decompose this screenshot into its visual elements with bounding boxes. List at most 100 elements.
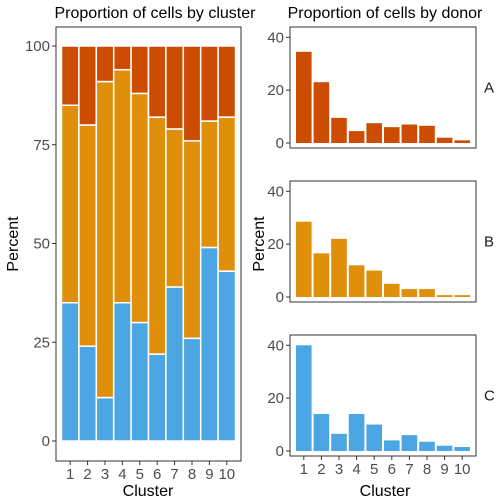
donor-bar xyxy=(401,435,418,451)
donor-bar xyxy=(401,124,418,143)
stacked-bar-segment xyxy=(217,45,237,118)
stacked-bar-segment xyxy=(112,302,132,442)
stacked-bar-segment xyxy=(199,120,219,249)
y-tick-label: 0 xyxy=(276,289,284,306)
donor-bar xyxy=(331,117,347,143)
donor-panel-B: 0 20 40 B xyxy=(267,180,494,306)
y-tick-label: 20 xyxy=(267,390,284,407)
x-tick-label: 4 xyxy=(118,466,126,483)
donor-bar xyxy=(348,265,365,297)
donor-strip-label: C xyxy=(484,388,495,405)
y-tick-label: 0 xyxy=(42,433,50,450)
stacked-bar-segment xyxy=(60,302,80,442)
donor-panel-border xyxy=(289,26,477,149)
donor-bar xyxy=(454,140,470,143)
donor-x-axis-title: Cluster xyxy=(360,483,411,500)
y-tick-label: 0 xyxy=(276,135,284,152)
x-tick-label: 7 xyxy=(170,466,178,483)
x-tick-label: 6 xyxy=(153,466,161,483)
stacked-bar-segment xyxy=(165,286,185,442)
cluster-chart: Proportion of cells by cluster 025507510… xyxy=(5,5,256,500)
stacked-bar-segment xyxy=(112,45,132,71)
donor-bar xyxy=(331,433,347,451)
x-tick-label: 6 xyxy=(388,461,396,478)
x-tick-label: 2 xyxy=(317,461,325,478)
donor-bar xyxy=(436,137,453,143)
y-tick-label: 40 xyxy=(267,29,284,46)
stacked-bar-segment xyxy=(130,92,150,324)
donor-bar xyxy=(454,447,470,451)
stacked-bar-segment xyxy=(217,116,237,272)
y-tick-label: 20 xyxy=(267,82,284,99)
donor-bar xyxy=(454,295,470,297)
x-tick-label: 10 xyxy=(454,461,471,478)
y-tick-label: 100 xyxy=(25,38,50,55)
donor-bar xyxy=(384,127,400,143)
y-tick-label: 40 xyxy=(267,337,284,354)
donor-bar xyxy=(331,238,347,297)
x-tick-label: 8 xyxy=(188,466,196,483)
stacked-bar-segment xyxy=(217,270,237,442)
stacked-bar-segment xyxy=(95,80,115,399)
stacked-bar-segment xyxy=(199,45,219,122)
stacked-bar-segment xyxy=(147,353,167,442)
stacked-bar-segment xyxy=(60,104,80,304)
donor-bar xyxy=(419,289,435,297)
stacked-bar-segment xyxy=(147,45,167,118)
cluster-x-axis-title: Cluster xyxy=(123,483,174,500)
stacked-bar-segment xyxy=(165,45,185,130)
x-tick-label: 2 xyxy=(83,466,91,483)
x-tick-label: 7 xyxy=(405,461,413,478)
donor-bar xyxy=(296,51,312,143)
donor-bar xyxy=(419,125,435,143)
x-tick-label: 5 xyxy=(370,461,378,478)
donor-bar xyxy=(296,221,312,297)
stacked-bar-segment xyxy=(199,246,219,442)
donor-bar xyxy=(419,441,435,451)
stacked-bar-segment xyxy=(147,116,167,355)
x-tick-label: 5 xyxy=(136,466,144,483)
donor-bar xyxy=(348,131,365,143)
donor-bar xyxy=(436,295,453,297)
donor-bar xyxy=(436,445,453,451)
y-tick-label: 75 xyxy=(33,137,50,154)
x-tick-label: 3 xyxy=(335,461,343,478)
donor-chart: Proportion of cells by donor 02040A02040… xyxy=(251,5,495,500)
cluster-x-axis: 1 2 3 4 5 6 7 8 9 10 xyxy=(66,461,235,483)
cluster-bars xyxy=(60,45,237,442)
stacked-bar-segment xyxy=(78,345,98,442)
donor-bar xyxy=(401,289,418,297)
y-tick-label: 0 xyxy=(276,443,284,460)
stacked-bar-segment xyxy=(78,124,98,347)
donor-bar xyxy=(384,440,400,451)
cluster-chart-title: Proportion of cells by cluster xyxy=(55,5,257,22)
donor-panel-border xyxy=(289,334,477,457)
x-tick-label: 9 xyxy=(440,461,448,478)
cluster-y-axis-title: Percent xyxy=(5,216,22,272)
stacked-bar-segment xyxy=(60,45,80,106)
donor-panel-C: 0 20 40 C 1 2 3 4 5 6 7 8 9 10 xyxy=(267,334,495,478)
stacked-bar-segment xyxy=(78,45,98,126)
y-tick-label: 40 xyxy=(267,183,284,200)
donor-strip-label: B xyxy=(484,234,494,251)
donor-bar xyxy=(313,253,330,297)
x-tick-label: 8 xyxy=(423,461,431,478)
x-tick-label: 9 xyxy=(205,466,213,483)
donor-bar xyxy=(366,123,382,143)
donor-bar xyxy=(313,82,330,143)
donor-panel-A: 0 20 40 A xyxy=(267,26,494,152)
x-tick-label: 4 xyxy=(352,461,360,478)
y-tick-label: 20 xyxy=(267,236,284,253)
stacked-bar-segment xyxy=(95,45,115,83)
donor-bar xyxy=(296,345,312,451)
donor-y-axis-title: Percent xyxy=(251,216,268,272)
stacked-bar-segment xyxy=(95,396,115,442)
donor-strip-label: A xyxy=(484,80,494,97)
x-tick-label: 10 xyxy=(218,466,235,483)
donor-panels: 0 20 40 A 0 20 40 B 0 20 40 C 1 2 3 4 5 6 7 8 9 10 xyxy=(267,26,495,478)
x-tick-label: 1 xyxy=(300,461,308,478)
stacked-bar-segment xyxy=(112,68,132,304)
y-tick-label: 50 xyxy=(33,236,50,253)
donor-bar xyxy=(366,270,382,297)
